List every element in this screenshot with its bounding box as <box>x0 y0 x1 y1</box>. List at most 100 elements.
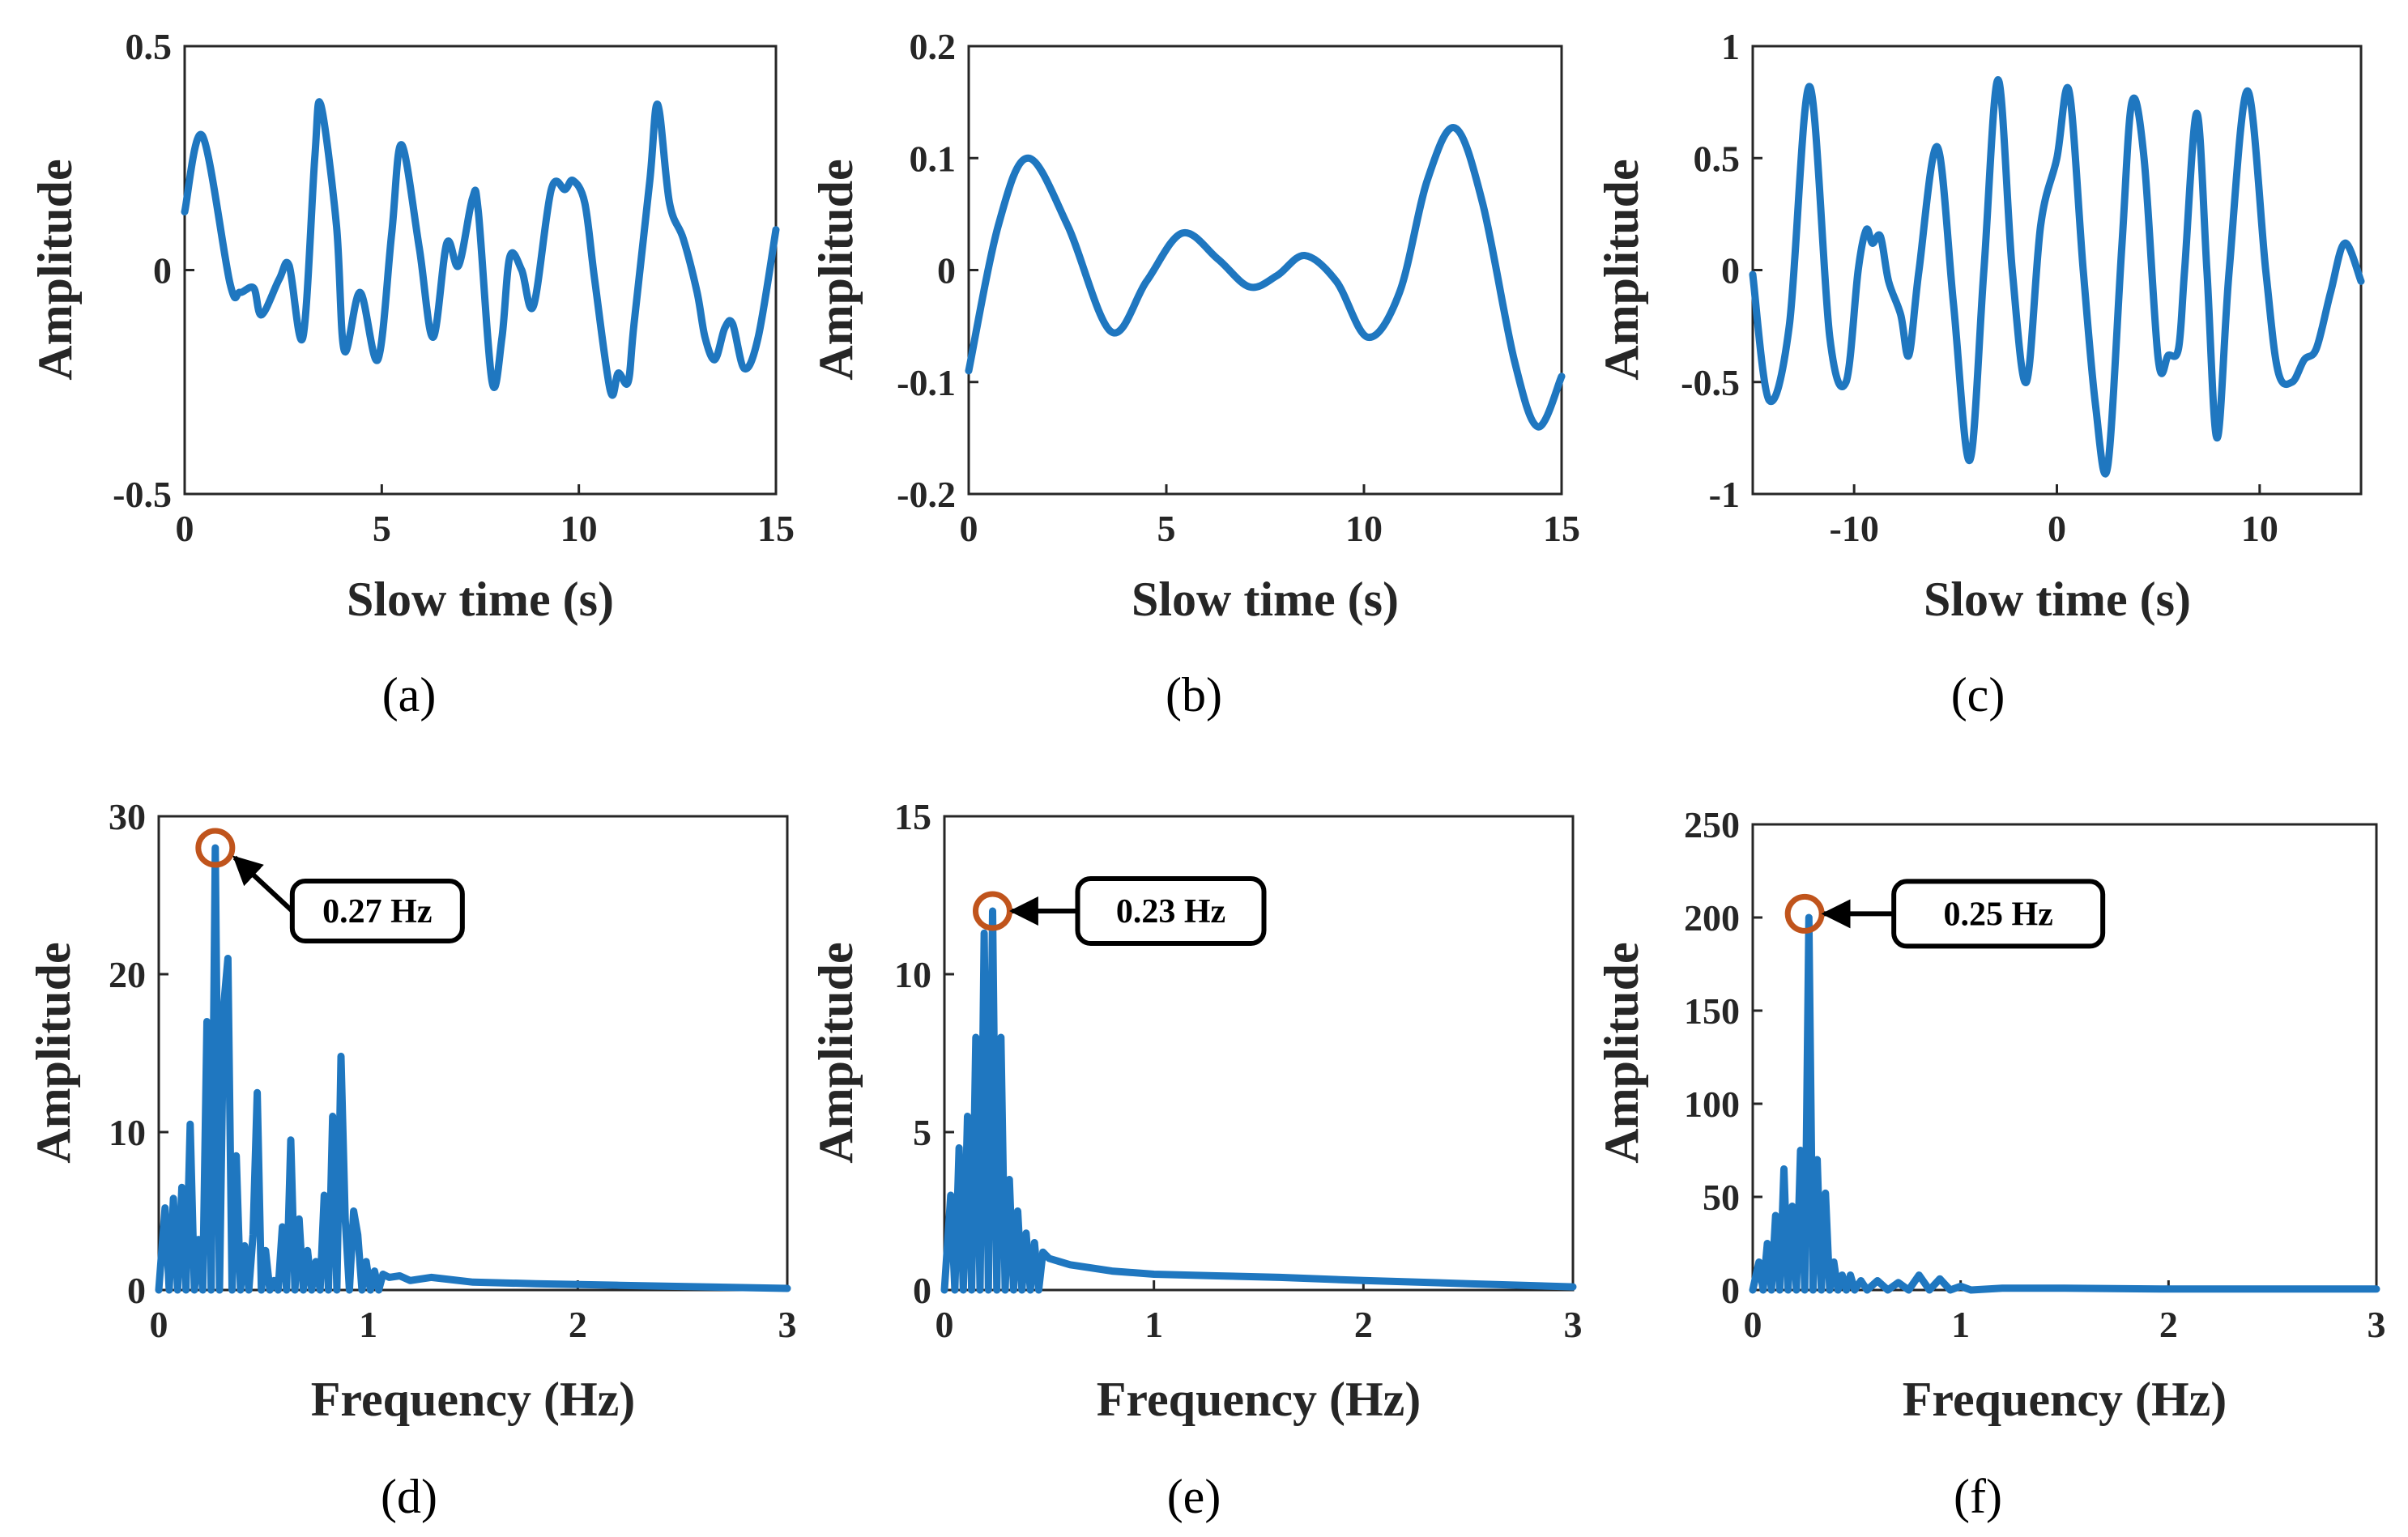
x-axis-label: Frequency (Hz) <box>1903 1373 2227 1426</box>
plot-frame <box>967 45 1563 496</box>
y-tick-label: 0 <box>1721 250 1740 292</box>
annotation-box <box>1891 879 2106 949</box>
tick-group: 0 1 2 3 0 50 100 150 200 250 <box>1684 804 2386 1345</box>
y-tick-label: 0 <box>913 1270 931 1311</box>
annotation-text: 0.27 Hz <box>322 893 432 930</box>
series-line <box>1749 76 2365 478</box>
x-tick-label: 15 <box>757 508 795 549</box>
y-tick-label: -0.2 <box>897 474 956 515</box>
y-tick-label: 0.1 <box>910 138 957 179</box>
x-tick-label: 0 <box>1744 1304 1762 1345</box>
series-line <box>1749 913 2380 1294</box>
x-tick-label: 0 <box>2048 508 2066 549</box>
y-tick-label: 0 <box>1721 1270 1740 1311</box>
x-tick-label: 1 <box>1951 1304 1970 1345</box>
y-tick-label: 15 <box>894 796 931 837</box>
peak-marker <box>1784 893 1825 934</box>
y-axis-label: Amplitude <box>28 159 82 380</box>
y-tick-label: 5 <box>913 1112 931 1153</box>
peak-annotation: 0.25 Hz <box>1784 879 2106 949</box>
y-tick-label: 0 <box>127 1270 146 1311</box>
y-axis-label: Amplitude <box>809 942 863 1163</box>
y-tick-label: 0 <box>937 250 956 292</box>
annotation-text: 0.25 Hz <box>1944 896 2053 933</box>
x-tick-label: 1 <box>1144 1304 1163 1345</box>
panel-c: -10 0 10 -1 -0.5 0 0.5 1 Slow time (s) Amplitud… <box>1595 26 2365 722</box>
x-tick-label: 3 <box>2368 1304 2386 1345</box>
x-tick-label: -10 <box>1830 508 1879 549</box>
x-tick-label: 2 <box>569 1304 587 1345</box>
plot-frame <box>943 815 1575 1292</box>
y-tick-label: 250 <box>1684 804 1740 845</box>
panel-caption: (f) <box>1954 1470 2002 1523</box>
x-tick-label: 2 <box>1354 1304 1373 1345</box>
peak-annotation: 0.27 Hz <box>195 828 465 943</box>
y-tick-label: 0.5 <box>1694 138 1741 179</box>
x-tick-label: 10 <box>560 508 598 549</box>
annotation-text: 0.23 Hz <box>1116 893 1225 930</box>
series-line <box>181 98 780 399</box>
x-tick-label: 5 <box>373 508 391 549</box>
x-axis-label: Slow time (s) <box>1924 573 2191 626</box>
y-tick-label: -0.5 <box>1681 362 1740 403</box>
y-tick-label: 0 <box>153 250 172 292</box>
y-axis-label: Amplitude <box>1595 942 1648 1163</box>
x-tick-label: 5 <box>1157 508 1176 549</box>
y-tick-label: 50 <box>1703 1177 1740 1218</box>
annotation-box <box>289 879 465 943</box>
y-tick-label: -1 <box>1709 474 1740 515</box>
x-tick-label: 0 <box>150 1304 168 1345</box>
x-tick-label: 3 <box>778 1304 797 1345</box>
y-tick-label: 200 <box>1684 897 1740 939</box>
peak-annotation: 0.23 Hz <box>972 876 1267 946</box>
panel-caption: (e) <box>1167 1470 1221 1523</box>
panel-caption: (c) <box>1951 668 2005 722</box>
x-tick-label: 0 <box>176 508 194 549</box>
panel-e: 0 1 2 3 0 5 10 15 0.23 Hz Frequency (Hz) Amplit… <box>809 796 1583 1523</box>
y-tick-label: 0.2 <box>910 26 957 67</box>
y-tick-label: 10 <box>894 954 931 995</box>
tick-group: 0 5 10 15-0.500.5 <box>113 26 795 549</box>
x-axis-label: Frequency (Hz) <box>311 1373 635 1426</box>
x-tick-label: 3 <box>1564 1304 1583 1345</box>
y-tick-label: 0.5 <box>126 26 173 67</box>
x-axis-label: Slow time (s) <box>1132 573 1399 626</box>
panel-a: 0 5 10 15-0.500.5 Slow time (s) Amplitude (… <box>28 26 795 722</box>
x-tick-label: 0 <box>935 1304 954 1345</box>
series-line <box>965 124 1566 431</box>
y-axis-label: Amplitude <box>809 159 863 380</box>
x-tick-label: 10 <box>1345 508 1383 549</box>
annotation-arrow <box>232 855 294 913</box>
y-axis-label: Amplitude <box>27 942 80 1163</box>
peak-marker <box>195 828 236 868</box>
x-tick-label: 15 <box>1543 508 1580 549</box>
y-tick-label: 20 <box>109 954 146 995</box>
x-axis-label: Slow time (s) <box>347 573 614 626</box>
y-tick-label: -0.1 <box>897 362 956 403</box>
panel-b: 0 5 10 15 -0.2 -0.1 0 0.1 0.2 Slow time (s) Ampl… <box>809 26 1580 722</box>
series-line <box>155 844 791 1294</box>
panel-caption: (d) <box>381 1470 437 1523</box>
panel-f: 0 1 2 3 0 50 100 150 200 250 0.25 Hz Frequency (H… <box>1595 804 2386 1523</box>
y-tick-label: 150 <box>1684 990 1740 1032</box>
panel-caption: (b) <box>1166 668 1222 722</box>
plot-frame <box>1751 45 2363 496</box>
panel-caption: (a) <box>382 668 437 722</box>
series-line <box>940 907 1577 1294</box>
x-tick-label: 0 <box>960 508 978 549</box>
tick-group: 0 5 10 15 -0.2 -0.1 0 0.1 0.2 <box>897 26 1580 549</box>
y-axis-label: Amplitude <box>1595 159 1648 380</box>
x-axis-label: Frequency (Hz) <box>1097 1373 1421 1426</box>
plot-frame <box>157 815 789 1292</box>
x-tick-label: 2 <box>2159 1304 2178 1345</box>
annotation-box <box>1075 876 1267 946</box>
y-tick-label: -0.5 <box>113 474 172 515</box>
x-tick-label: 1 <box>359 1304 377 1345</box>
tick-group: -10 0 10 -1 -0.5 0 0.5 1 <box>1681 26 2278 549</box>
y-tick-label: 10 <box>109 1112 146 1153</box>
y-tick-label: 30 <box>109 796 146 837</box>
y-tick-label: 1 <box>1721 26 1740 67</box>
x-tick-label: 10 <box>2241 508 2278 549</box>
